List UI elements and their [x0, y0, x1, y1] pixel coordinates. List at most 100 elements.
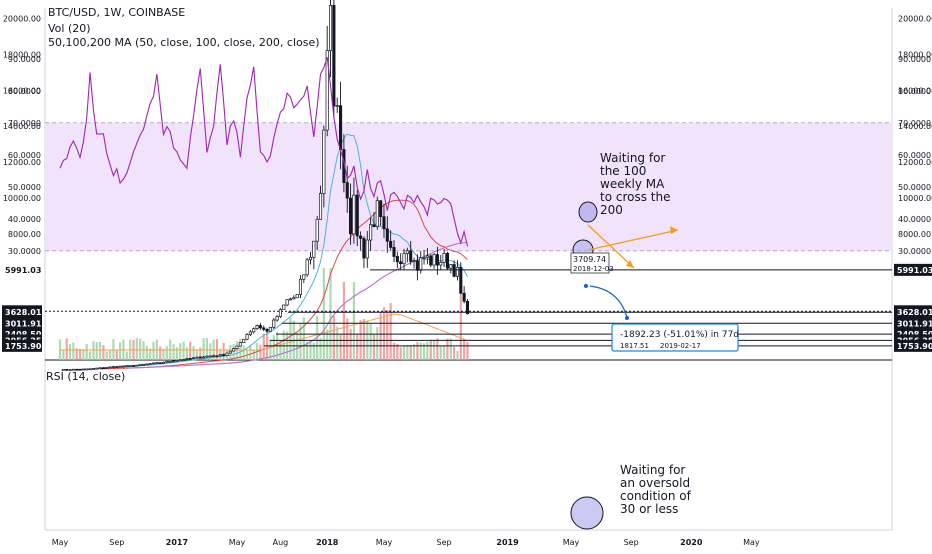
- volume-bar: [135, 338, 138, 360]
- price-tick-right: 8000.00: [898, 230, 931, 239]
- rsi-tick-left: 80.0000: [8, 87, 41, 96]
- candle-body: [242, 338, 246, 343]
- candle-body: [379, 200, 383, 218]
- ma-annotation-line: weekly MA: [600, 177, 665, 191]
- price-tick-left: 18000.00: [3, 50, 41, 59]
- x-tick-label: May: [563, 538, 580, 547]
- volume-bar: [119, 342, 122, 360]
- candle-body: [182, 359, 186, 361]
- volume-bar: [72, 342, 75, 360]
- candle-body: [145, 363, 149, 366]
- candle-body: [402, 253, 406, 265]
- measure-main-text: -1892.23 (-51.01%) in 77d: [620, 330, 739, 340]
- candle-body: [302, 274, 306, 280]
- candle-body: [228, 350, 232, 354]
- x-tick-label: Aug: [273, 538, 289, 547]
- volume-bar: [346, 318, 349, 360]
- volume-bar: [142, 341, 145, 360]
- candle-body: [372, 224, 376, 227]
- volume-bar: [95, 342, 98, 360]
- candle-body: [335, 105, 339, 107]
- candle-body: [422, 256, 426, 259]
- volume-bar: [162, 348, 165, 360]
- price-tick-right: 18000.00: [898, 50, 932, 59]
- measure-date-text: 2019-02-17: [660, 342, 701, 350]
- volume-bar: [259, 344, 262, 360]
- volume-bar: [98, 342, 102, 360]
- candle-body: [75, 368, 79, 371]
- volume-bar: [429, 339, 432, 360]
- candle-body: [158, 362, 162, 364]
- price-level-label: 3011.91: [897, 319, 932, 328]
- volume-bar: [239, 338, 242, 360]
- volume-bar: [409, 345, 412, 360]
- arrow-down-head: [626, 260, 634, 268]
- candle-body: [118, 365, 122, 368]
- candle-body: [405, 250, 409, 254]
- volume-bar: [309, 341, 312, 360]
- price-level-label-left: 5991.03: [5, 266, 41, 275]
- price-tick-right: 20000.00: [898, 15, 932, 24]
- volume-bar: [389, 303, 392, 360]
- volume-bar: [306, 341, 309, 360]
- volume-bar: [235, 341, 239, 360]
- price-tick-right: 14000.00: [898, 122, 932, 131]
- candle-body: [462, 292, 466, 302]
- x-tick-label: Sep: [109, 538, 124, 547]
- volume-bar: [402, 346, 406, 360]
- volume-bar: [466, 342, 469, 360]
- candle-body: [265, 329, 269, 332]
- x-tick-label: 2017: [166, 538, 188, 547]
- rsi-tick-right: 70.0000: [898, 119, 931, 128]
- candle-body: [148, 363, 152, 365]
- volume-legend: Vol (20): [48, 22, 91, 35]
- rsi-tick-right: 60.0000: [898, 151, 931, 160]
- candle-body: [155, 362, 159, 364]
- rsi-tick-left: 40.0000: [8, 215, 41, 224]
- candle-body: [272, 319, 276, 328]
- volume-bar: [412, 344, 416, 360]
- oversold-circle: [570, 496, 604, 530]
- price-tick-left: 12000.00: [3, 158, 41, 167]
- candle-body: [355, 194, 359, 237]
- price-level-badge: [894, 339, 932, 352]
- candles: [61, 0, 470, 371]
- arrow-up-head: [670, 226, 678, 234]
- volume-bar: [439, 345, 442, 360]
- candle-body: [121, 365, 126, 368]
- volume-bar: [449, 338, 452, 360]
- candle-body: [128, 365, 132, 367]
- volume-bar: [453, 346, 456, 360]
- candle-body: [322, 129, 326, 194]
- candle-body: [412, 260, 416, 263]
- rsi-annotation-line: Waiting for: [620, 463, 685, 477]
- candle-body: [275, 316, 279, 321]
- volume-bar: [319, 337, 322, 360]
- x-tick-label: 2019: [496, 538, 519, 547]
- candle-body: [195, 356, 199, 359]
- candle-body: [85, 368, 89, 371]
- candle-body: [232, 348, 236, 352]
- candle-body: [285, 299, 289, 306]
- candle-body: [131, 365, 136, 367]
- rsi-tick-right: 80.0000: [898, 87, 931, 96]
- candle-body: [111, 366, 115, 368]
- volume-bar: [463, 339, 466, 360]
- volume-bar: [222, 342, 225, 360]
- candle-body: [389, 240, 393, 248]
- candle-body: [278, 309, 282, 317]
- volume-bar: [272, 334, 275, 360]
- volume-bar: [265, 333, 269, 360]
- volume-bar: [195, 349, 199, 360]
- rsi-tick-left: 60.0000: [8, 151, 41, 160]
- candle-body: [298, 278, 303, 295]
- candle-body: [369, 224, 373, 241]
- volume-bar: [145, 346, 148, 360]
- chart-title: BTC/USD, 1W, COINBASE: [48, 6, 186, 19]
- volume-bar: [369, 323, 372, 360]
- volume-bar: [172, 344, 175, 360]
- price-level-badge: [894, 317, 932, 330]
- rsi-band: [45, 122, 892, 251]
- candle-body: [168, 360, 172, 363]
